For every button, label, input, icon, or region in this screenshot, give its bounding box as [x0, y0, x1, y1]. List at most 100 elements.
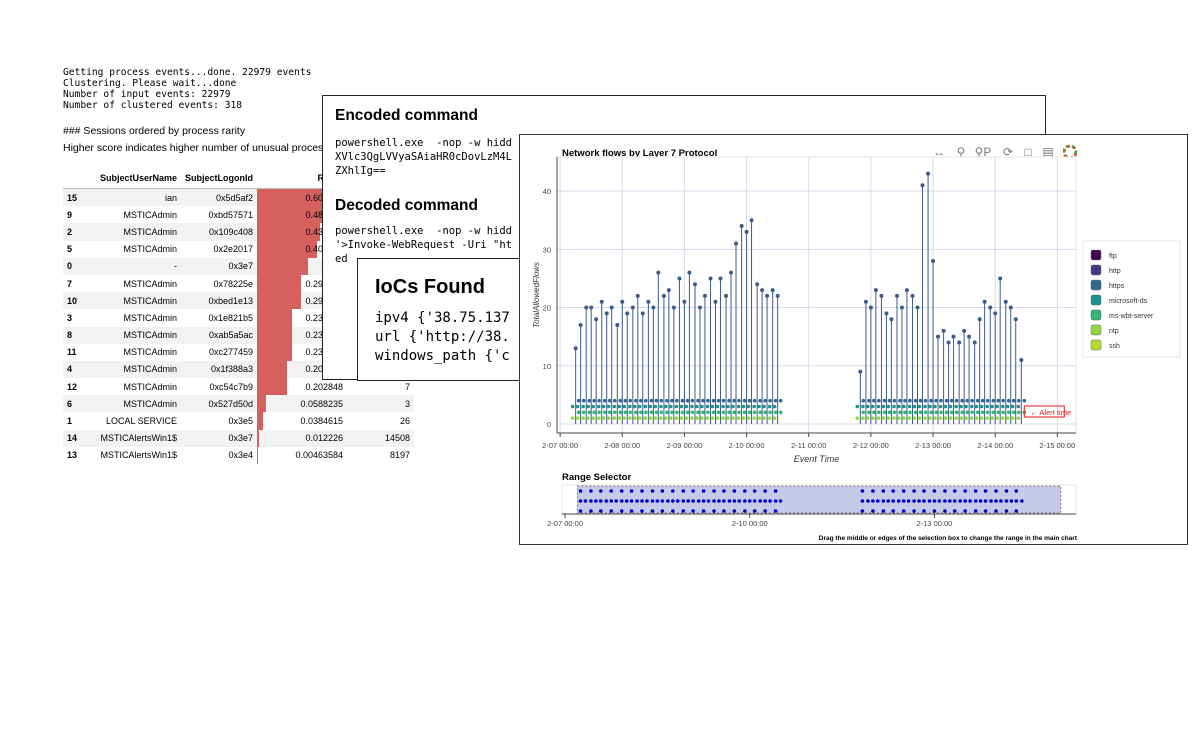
flow-point-low — [664, 416, 668, 420]
decoded-line: ed — [335, 253, 348, 265]
flow-point-low — [732, 398, 736, 403]
flow-point — [682, 299, 687, 304]
flow-point-low — [741, 416, 746, 420]
encoded-line: ZXhlIg== — [335, 165, 386, 177]
range-selector-hint: Drag the middle or edges of the selectio… — [819, 535, 1078, 542]
reset-icon[interactable]: ⟳ — [1002, 145, 1014, 159]
range-point — [598, 509, 603, 513]
flow-point-low — [960, 410, 964, 415]
cell-rarity: 0.0384615 — [257, 412, 346, 430]
encoded-command-text[interactable]: powershell.exe -nop -w hidd XVlc3QgLVVyaS… — [335, 136, 512, 178]
flow-point-low — [912, 404, 917, 409]
network-flows-chart[interactable]: Network flows by Layer 7 Protocol ← Aler… — [520, 135, 1188, 545]
flow-point-low — [980, 398, 985, 403]
legend-label: microsoft-ds — [1109, 298, 1148, 305]
flow-point-low — [939, 398, 943, 403]
flow-point-low — [897, 416, 901, 420]
flow-point-low — [772, 404, 777, 409]
flow-point-low — [943, 404, 948, 409]
log-line: Number of clustered events: 318 — [63, 100, 243, 111]
flow-point-low — [975, 398, 980, 403]
cell-idx: 12 — [67, 381, 78, 392]
decoded-command-text[interactable]: powershell.exe -nop -w hidd '>Invoke-WebR… — [335, 224, 512, 266]
flow-point-low — [1010, 404, 1015, 409]
flow-point — [573, 346, 578, 351]
column-header — [63, 168, 87, 189]
legend: ftp http https microsoft-ds ms-wbt-server ntp… — [1090, 249, 1154, 351]
range-point — [871, 499, 875, 503]
wheel-zoom-icon[interactable]: ⚲P — [974, 145, 992, 159]
flow-point — [915, 305, 920, 310]
y-tick-label: 10 — [543, 362, 551, 371]
flow-point-low — [1016, 398, 1021, 403]
range-point — [712, 509, 716, 513]
range-point — [722, 509, 726, 513]
flow-point-low — [960, 398, 964, 403]
cell-idx: 14 — [63, 429, 87, 447]
flow-point-low — [757, 416, 761, 420]
flow-point-low — [917, 404, 922, 409]
range-point — [978, 499, 983, 503]
flow-point-low — [892, 410, 897, 415]
flow-point-low — [612, 398, 617, 403]
flow-point-low — [643, 404, 648, 409]
cell-rarity: 0.0588235 — [257, 395, 346, 413]
range-point — [912, 509, 916, 513]
range-point — [1020, 499, 1024, 503]
ioc-line: ipv4 {'38.75.137 — [375, 310, 510, 326]
flow-point-low — [639, 410, 643, 415]
range-point — [660, 509, 665, 513]
cell-user: MSTICAdmin — [87, 292, 181, 310]
range-point — [994, 499, 998, 503]
flow-point-low — [903, 398, 907, 403]
flow-point-low — [601, 404, 606, 409]
sessions-heading: ### Sessions ordered by process rarity — [63, 125, 246, 137]
legend-label: http — [1109, 268, 1121, 275]
flow-point-low — [990, 416, 994, 420]
flow-point-low — [913, 398, 918, 403]
rarity-bar — [257, 326, 293, 344]
legend-swatch — [1090, 294, 1102, 306]
iocs-list[interactable]: ipv4 {'38.75.137 url {'http://38. windows_… — [375, 309, 510, 366]
rarity-bar — [257, 257, 309, 275]
flow-point-low — [715, 416, 720, 420]
range-point — [743, 489, 747, 493]
range-point — [958, 499, 963, 503]
flow-point-low — [871, 404, 875, 409]
cell-logon: 0x3e5 — [228, 416, 253, 427]
flow-point-low — [985, 416, 990, 420]
cell-user: MSTICAdmin — [123, 278, 177, 289]
range-point — [712, 499, 716, 503]
rarity-bar — [257, 360, 287, 379]
range-point — [655, 499, 660, 503]
plot-grid — [556, 156, 1077, 434]
flow-point-low — [653, 416, 658, 420]
flow-point — [625, 311, 630, 316]
range-point — [706, 499, 711, 503]
flow-point-low — [903, 410, 907, 415]
flow-point-low — [969, 416, 974, 420]
save-icon[interactable]: □ — [1024, 145, 1032, 159]
range-point — [943, 499, 947, 503]
range-point — [932, 509, 937, 513]
flow-point — [910, 293, 915, 298]
flow-point-low — [1005, 416, 1010, 420]
flow-point-low — [943, 416, 948, 420]
box-zoom-icon[interactable]: ⚲ — [956, 145, 966, 159]
flow-point-low — [907, 404, 912, 409]
range-point — [963, 499, 967, 503]
range-point — [891, 499, 895, 503]
range-x-tick-label: 2-10 00:00 — [732, 519, 768, 528]
flow-point-low — [737, 398, 741, 403]
flow-point-low — [872, 398, 876, 403]
flow-point-low — [871, 416, 875, 420]
flow-point-low — [979, 416, 984, 420]
range-point — [989, 499, 993, 503]
flow-point-low — [634, 410, 638, 415]
flow-point-low — [928, 416, 932, 420]
flow-point-low — [674, 404, 679, 409]
cell-idx: 3 — [67, 312, 73, 323]
sessions-subtitle: Higher score indicates higher number of … — [63, 142, 340, 154]
flow-point-low — [763, 410, 767, 415]
flow-point-low — [623, 410, 628, 415]
